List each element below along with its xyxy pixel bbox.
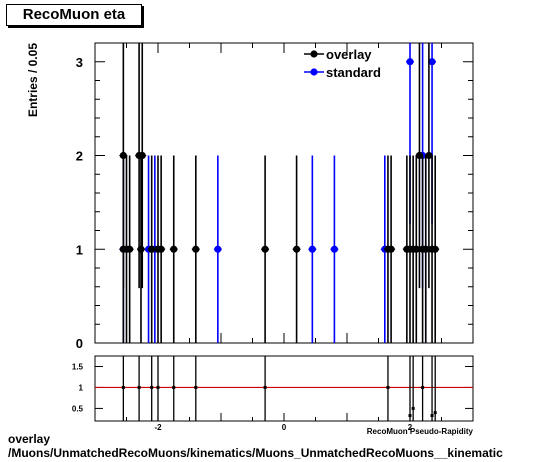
y-tick-label: 3	[76, 55, 83, 70]
ratio-x-tick-label: 2	[408, 423, 413, 432]
legend-label: overlay	[326, 47, 372, 62]
footer-label: overlay	[8, 432, 51, 446]
data-point	[308, 245, 316, 253]
ratio-point	[430, 414, 434, 418]
ratio-point	[156, 385, 160, 389]
y-tick-label: 0	[76, 336, 83, 351]
data-point	[214, 245, 222, 253]
data-point	[412, 245, 420, 253]
data-point	[148, 245, 156, 253]
data-point	[431, 245, 439, 253]
ratio-point	[263, 385, 267, 389]
ratio-point	[137, 385, 141, 389]
data-point	[137, 245, 145, 253]
data-point	[170, 245, 178, 253]
ratio-x-tick-label: 0	[282, 423, 287, 432]
data-point	[261, 245, 269, 253]
data-point	[157, 245, 165, 253]
chart-title: RecoMuon eta	[6, 4, 142, 26]
y-axis-label: Entries / 0.05	[26, 43, 40, 117]
data-point	[415, 151, 424, 160]
ratio-x-tick-label: -2	[154, 423, 162, 432]
data-point	[428, 58, 436, 66]
data-point	[192, 245, 200, 253]
ratio-point	[411, 406, 415, 410]
y-tick-label: 2	[76, 149, 83, 164]
data-point	[293, 245, 301, 253]
x-axis-label: RecoMuon Pseudo-Rapidity	[367, 427, 474, 436]
ratio-point	[408, 414, 412, 418]
ratio-point	[194, 385, 198, 389]
ratio-y-tick-label: 1.5	[72, 362, 84, 371]
data-point	[126, 245, 134, 253]
ratio-point	[433, 411, 437, 415]
data-point	[422, 245, 430, 253]
footer-path: /Muons/UnmatchedRecoMuons/kinematics/Muo…	[8, 446, 503, 460]
y-tick-label: 1	[76, 242, 83, 257]
ratio-point	[150, 385, 154, 389]
data-point	[406, 58, 414, 66]
data-point	[425, 151, 433, 160]
ratio-point	[386, 385, 390, 389]
ratio-y-tick-label: 0.5	[72, 404, 84, 413]
main-plot: 0 1 2 3 Entries / 0.05 overlay standard	[26, 42, 474, 351]
legend-marker	[310, 68, 318, 76]
legend-marker	[310, 50, 318, 58]
data-point	[387, 245, 395, 253]
data-point	[330, 245, 338, 253]
ratio-y-tick-label: 1	[79, 383, 84, 392]
ratio-point	[121, 385, 125, 389]
ratio-point	[421, 385, 425, 389]
ratio-point	[172, 385, 176, 389]
data-point	[138, 151, 146, 160]
legend-label: standard	[326, 65, 381, 80]
